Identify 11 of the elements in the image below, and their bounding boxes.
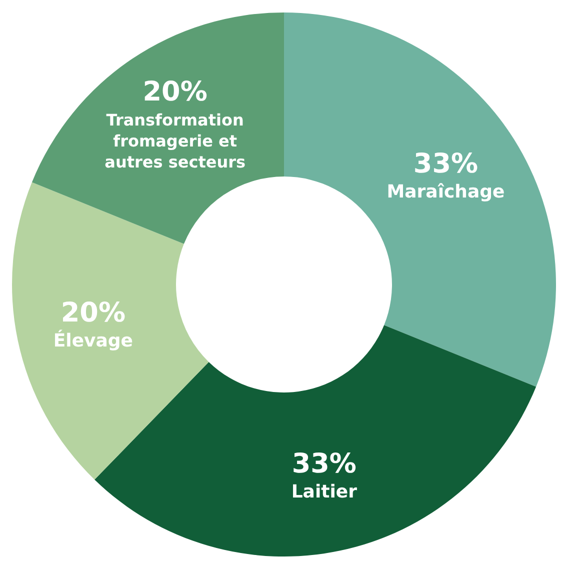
donut-slice	[32, 12, 284, 244]
donut-slice	[284, 12, 556, 387]
data-label: 20%	[60, 298, 126, 329]
slice-label: Laitier	[291, 481, 358, 502]
slice-label: Maraîchage	[386, 182, 505, 203]
slice-label: Élevage	[53, 330, 134, 352]
data-label: 33%	[413, 148, 478, 180]
data-label: 20%	[142, 76, 208, 108]
data-label: 33%	[292, 448, 356, 480]
donut-slice	[12, 182, 209, 480]
slice-label: Transformation fromagerie et autres secteurs	[104, 110, 246, 172]
